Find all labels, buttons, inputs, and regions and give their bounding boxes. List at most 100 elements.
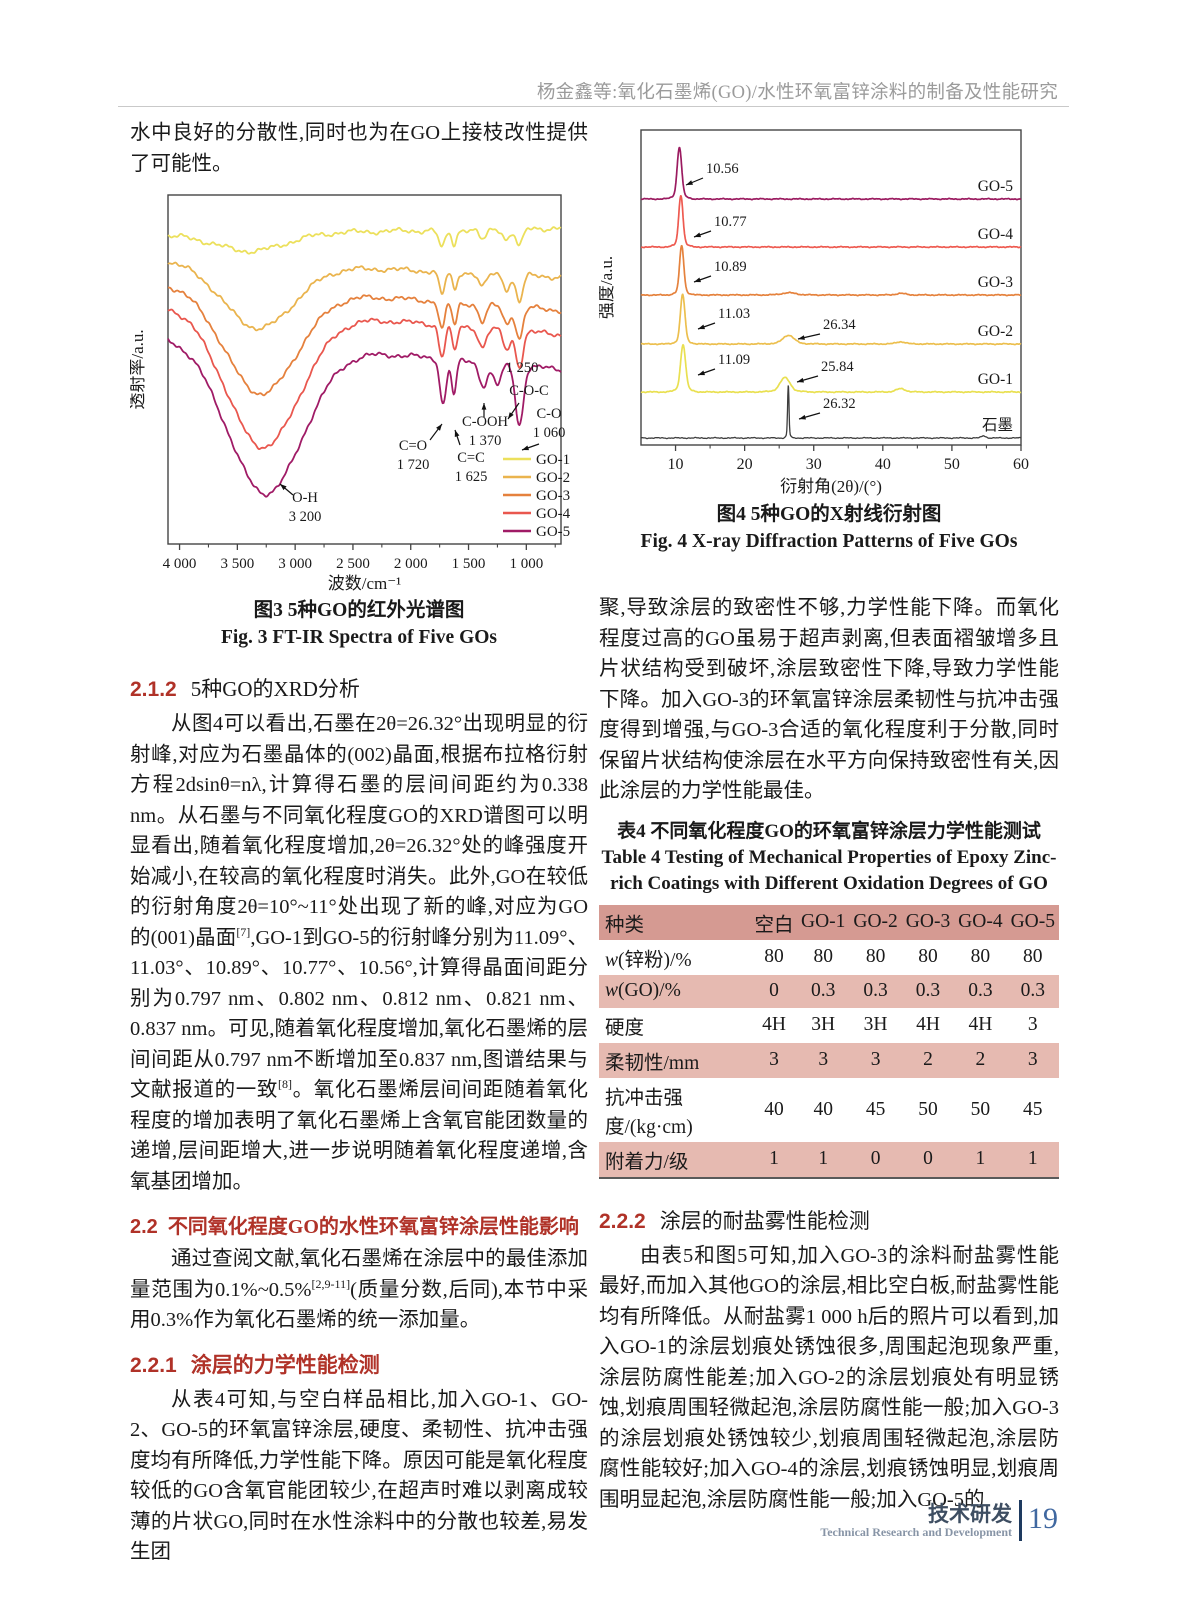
svg-text:GO-1: GO-1 [536, 452, 570, 468]
svg-text:GO-5: GO-5 [536, 524, 570, 540]
svg-text:1 060: 1 060 [533, 425, 566, 441]
figure3-caption-en: Fig. 3 FT-IR Spectra of Five GOs [220, 627, 498, 648]
table4-cell: 1 [797, 1141, 850, 1178]
svg-text:GO-3: GO-3 [536, 488, 570, 504]
svg-text:3 500: 3 500 [220, 556, 254, 572]
running-head: 杨金鑫等:氧化石墨烯(GO)/水性环氧富锌涂料的制备及性能研究 [536, 83, 1058, 103]
table4-row-label: w(GO)/% [599, 974, 751, 1008]
table4-cell: 3 [1027, 1014, 1038, 1035]
svg-text:1 000: 1 000 [509, 556, 543, 572]
table4-cell: 2 [954, 1042, 1007, 1078]
right-column: 10 20 30 40 50 60 衍射角(2θ)/(°) 强度/a.u. GO-5 GO-4 GO… [599, 127, 1059, 1515]
svg-text:10.89: 10.89 [714, 259, 747, 275]
paragraph-2-2-2: 由表5和图5可知,加入GO-3的涂料耐盐雾性能最好,而加入其他GO的涂层,相比空… [599, 1244, 1059, 1511]
table4-column-header: GO-4 [954, 904, 1007, 940]
table4-row-label: 附着力/级 [599, 1141, 751, 1178]
heading-2-2-2: 2.2.2 涂层的耐盐雾性能检测 [599, 1205, 1059, 1235]
svg-text:1 250: 1 250 [506, 360, 539, 376]
svg-text:C-O-C: C-O-C [509, 383, 548, 399]
svg-text:GO-2: GO-2 [978, 323, 1013, 340]
figure4-caption-cn: 图4 5种GO的X射线衍射图 [716, 504, 942, 525]
table4-column-header: GO-2 [849, 904, 902, 940]
xrd-chart: 10 20 30 40 50 60 衍射角(2θ)/(°) 强度/a.u. GO-5 GO-4 GO… [599, 129, 1029, 496]
svg-text:30: 30 [806, 456, 822, 473]
heading-title: 涂层的力学性能检测 [190, 1352, 380, 1377]
table4-cell: 2 [901, 1042, 955, 1078]
table4-cell: 45 [1023, 1098, 1043, 1120]
svg-text:11.09: 11.09 [718, 352, 750, 368]
table4-row-label: 硬度 [605, 1017, 645, 1039]
svg-text:GO-1: GO-1 [978, 371, 1013, 388]
figure4-caption: 图4 5种GO的X射线衍射图 Fig. 4 X-ray Diffraction … [599, 501, 1059, 555]
svg-text:C=C: C=C [457, 450, 485, 466]
svg-text:GO-4: GO-4 [978, 226, 1014, 243]
svg-text:50: 50 [944, 456, 960, 473]
paragraph-xrd-analysis: 从图4可以看出,石墨在2θ=26.32°出现明显的衍射峰,对应为石墨晶体的(00… [130, 713, 588, 1193]
table4-row: w(锌粉)/% 80 80 80 80 80 80 [599, 940, 1059, 975]
page-number: 19 [1028, 1502, 1058, 1535]
svg-text:10: 10 [668, 456, 684, 473]
table4-cell: 3 [797, 1042, 850, 1078]
table4-column-header: GO-5 [1006, 904, 1059, 940]
svg-text:C=O: C=O [399, 438, 427, 454]
figure-3: 4 000 3 500 3 000 2 500 2 000 1 500 1 000 波数/cm… [130, 193, 588, 651]
table4-cell: 0 [751, 974, 798, 1008]
svg-text:1 370: 1 370 [469, 433, 502, 449]
table4-cell: 80 [865, 946, 886, 967]
table4-column-header: 种类 [599, 904, 751, 940]
table4-cell: 3 [751, 1042, 798, 1078]
table4-cell: 80 [813, 946, 833, 967]
table4-row: w(GO)/% 0 0.3 0.3 0.3 0.3 0.3 [599, 974, 1059, 1008]
table4-column-header: GO-1 [797, 904, 850, 940]
table4-cell: 0 [849, 1141, 902, 1178]
svg-text:20: 20 [737, 456, 753, 473]
paragraph-2-2: 通过查阅文献,氧化石墨烯在涂层中的最佳添加量范围为0.1%~0.5%[2,9-1… [130, 1248, 589, 1331]
page-footer: 技术研发 Technical Research and Development … [638, 1498, 1058, 1550]
heading-2-1-2: 2.1.2 5种GO的XRD分析 [130, 673, 588, 703]
table4-cell: 80 [764, 946, 784, 967]
table4-cell: 0.3 [1006, 974, 1059, 1008]
footer-divider [1019, 1500, 1022, 1541]
table4-cell: 80 [1023, 946, 1043, 967]
figure3-caption-cn: 图3 5种GO的红外光谱图 [253, 600, 465, 621]
table4-cell: 40 [764, 1098, 784, 1120]
table4-title-en: Table 4 Testing of Mechanical Properties… [601, 846, 1057, 894]
table4-cell: 45 [865, 1098, 886, 1120]
table4-cell: 3H [863, 1014, 888, 1035]
table4-row: 抗冲击强度/(kg·cm) 40 40 45 50 50 45 [599, 1078, 1059, 1142]
svg-text:强度/a.u.: 强度/a.u. [599, 256, 616, 319]
table4-cell: 1 [1006, 1141, 1059, 1178]
svg-text:C-O: C-O [537, 406, 562, 422]
paragraph-intro: 水中良好的分散性,同时也为在GO上接枝改性提供了可能性。 [130, 122, 588, 175]
svg-text:衍射角(2θ)/(°): 衍射角(2θ)/(°) [780, 477, 882, 496]
table4-cell: 3 [849, 1042, 902, 1078]
table4-row: 硬度 4H 3H 3H 4H 4H 3 [599, 1008, 1059, 1043]
table4-cell: 1 [751, 1141, 798, 1178]
heading-title: 不同氧化程度GO的水性环氧富锌涂层性能影响 [167, 1216, 579, 1238]
svg-text:1 500: 1 500 [452, 556, 486, 572]
figure-4: 10 20 30 40 50 60 衍射角(2θ)/(°) 强度/a.u. GO-5 GO-4 GO… [599, 127, 1059, 555]
svg-text:GO-4: GO-4 [536, 506, 571, 522]
heading-title: 涂层的耐盐雾性能检测 [659, 1208, 870, 1233]
table4-cell: 0 [901, 1141, 955, 1178]
table4-cell: 80 [970, 946, 991, 967]
heading-number: 2.2.1 [130, 1353, 177, 1377]
heading-number: 2.1.2 [130, 678, 177, 701]
svg-text:40: 40 [875, 456, 891, 473]
svg-text:3 000: 3 000 [278, 556, 312, 572]
svg-text:26.34: 26.34 [823, 317, 856, 333]
svg-text:GO-5: GO-5 [978, 178, 1014, 195]
figure4-caption-en: Fig. 4 X-ray Diffraction Patterns of Fiv… [640, 531, 1018, 552]
table4-header-row: 种类 空白 GO-1 GO-2 GO-3 GO-4 GO-5 [599, 904, 1059, 940]
table4-cell: 0.3 [901, 974, 955, 1008]
table4-cell: 4H [916, 1014, 940, 1035]
svg-text:10.77: 10.77 [714, 214, 747, 230]
svg-text:4 000: 4 000 [163, 556, 197, 572]
table4-cell: 40 [813, 1098, 833, 1120]
heading-2-2-1: 2.2.1 涂层的力学性能检测 [130, 1349, 588, 1379]
table4-cell: 0.3 [797, 974, 850, 1008]
table4-row: 附着力/级 1 1 0 0 1 1 [599, 1141, 1059, 1178]
table4-cell: 1 [954, 1141, 1007, 1178]
svg-text:透射率/a.u.: 透射率/a.u. [130, 329, 147, 409]
svg-text:石墨: 石墨 [982, 417, 1013, 434]
